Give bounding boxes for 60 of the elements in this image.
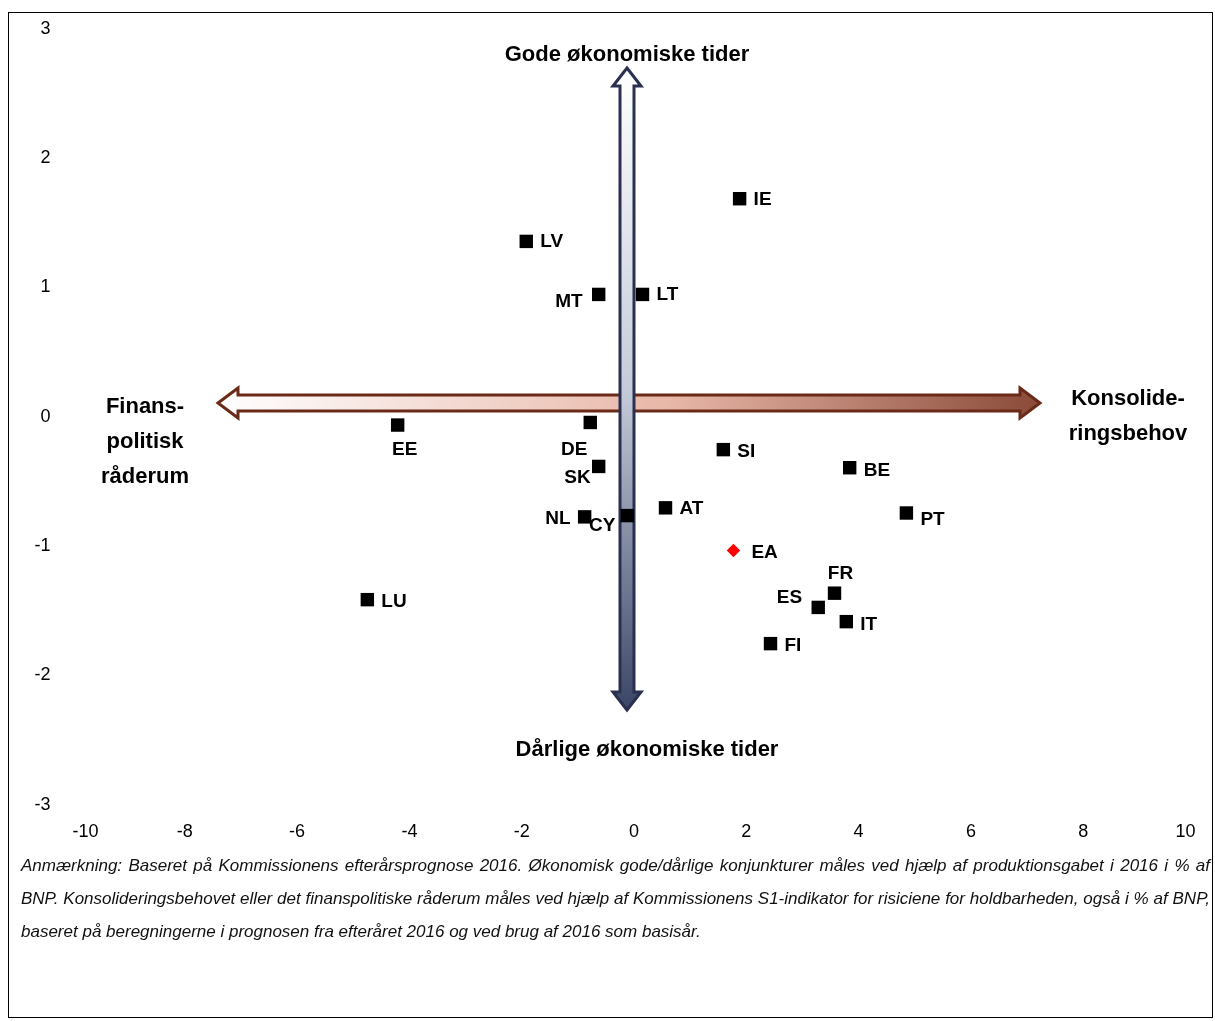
annotation: Finans- politisk råderum bbox=[100, 393, 190, 488]
annotation: Konsolide- ringsbehov bbox=[1068, 384, 1189, 445]
y-tick-label: 0 bbox=[40, 405, 51, 426]
annotation: Gode økonomiske tider bbox=[504, 41, 750, 66]
point bbox=[591, 287, 606, 302]
point bbox=[811, 600, 825, 615]
series-label: EE bbox=[391, 438, 418, 460]
x-tick-label: 8 bbox=[1078, 820, 1089, 841]
x-tick-label: -4 bbox=[401, 820, 418, 841]
point bbox=[716, 442, 731, 457]
y-tick-label: 1 bbox=[40, 276, 51, 297]
series-label: DE bbox=[561, 438, 588, 460]
annotation: Dårlige økonomiske tider bbox=[515, 736, 779, 761]
series-label: BE bbox=[863, 458, 891, 480]
series-label: MT bbox=[555, 290, 584, 312]
series-label: AT bbox=[679, 496, 704, 518]
point bbox=[360, 592, 375, 607]
point bbox=[390, 418, 405, 432]
x-tick-label: 6 bbox=[965, 820, 976, 841]
x-tick-label: 2 bbox=[741, 820, 752, 841]
series-label: IE bbox=[753, 187, 772, 209]
point bbox=[726, 543, 741, 558]
text: Anmærkning: Baseret på Kommissionens efterårsprognose 2016. Økonomisk gode/dårlige konjunkturer måles ved hjælp af produktionsgabet i 2016 i % af BNP. Konsolideringsbehovet eller det finanspolitiske råderum måles ved hjælp af Kommissionens S1-indikator for risiciene for holdbarheden, også i % af BNP, baseret på beregningerne i prognosen fra efteråret 2016 og ved brug af 2016 som basisår. bbox=[19, 855, 1212, 943]
point bbox=[842, 461, 857, 475]
y-tick-label: 3 bbox=[40, 17, 51, 38]
point bbox=[635, 287, 650, 302]
series-label: FI bbox=[784, 633, 802, 655]
point bbox=[658, 501, 673, 515]
series-label: PT bbox=[920, 508, 946, 529]
y-tick-label: -3 bbox=[34, 793, 51, 814]
point bbox=[732, 192, 747, 206]
point bbox=[620, 508, 635, 523]
series-label: SK bbox=[564, 466, 591, 488]
x-tick-label: 0 bbox=[628, 820, 640, 841]
x-tick-label: 10 bbox=[1175, 820, 1196, 841]
x-tick-label: -2 bbox=[513, 820, 530, 841]
point bbox=[519, 234, 533, 249]
series-label: NL bbox=[545, 506, 572, 528]
y-tick-label: -1 bbox=[34, 534, 51, 555]
series-label: ES bbox=[776, 586, 803, 608]
point bbox=[827, 586, 842, 600]
x-tick-label: 4 bbox=[853, 820, 864, 841]
series-label: EA bbox=[751, 540, 779, 562]
series-label: CY bbox=[588, 513, 616, 535]
series-label: SI bbox=[737, 439, 756, 461]
series-label: LU bbox=[381, 589, 407, 611]
x-tick-label: -8 bbox=[176, 820, 193, 841]
series-label: IT bbox=[860, 612, 878, 634]
series-label: FR bbox=[827, 562, 854, 584]
point bbox=[839, 614, 854, 629]
x-tick-label: -10 bbox=[72, 820, 99, 841]
y-tick-label: -2 bbox=[34, 664, 51, 685]
point bbox=[591, 459, 606, 474]
x-tick-label: -6 bbox=[289, 820, 306, 841]
series-label: LT bbox=[656, 283, 679, 305]
y-tick-label: 2 bbox=[40, 146, 51, 167]
point bbox=[583, 415, 597, 430]
point bbox=[763, 636, 778, 651]
series-label: LV bbox=[540, 230, 564, 252]
point bbox=[899, 506, 914, 520]
